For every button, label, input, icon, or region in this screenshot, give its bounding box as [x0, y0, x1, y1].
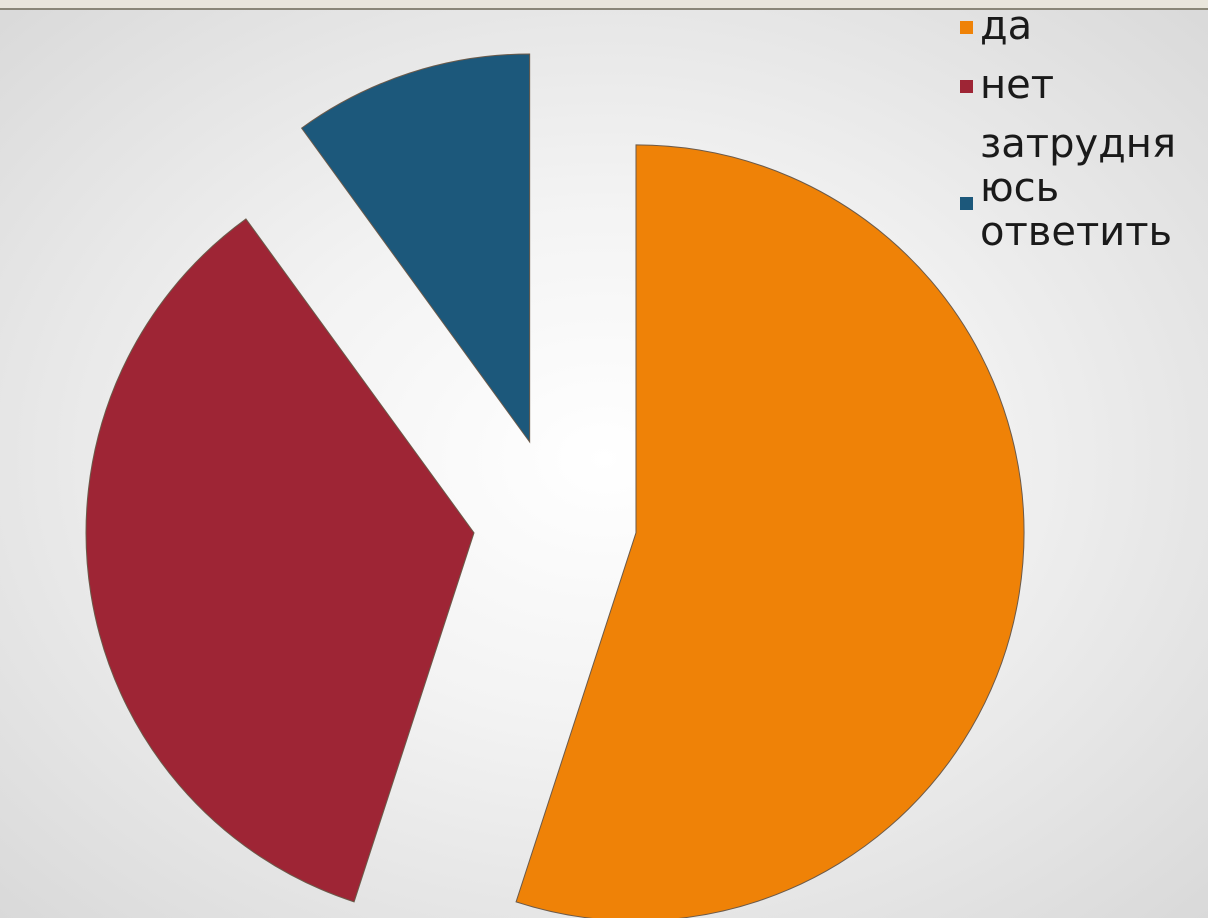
legend-swatch-zatrudnyayus — [960, 197, 973, 210]
pie-slice-da — [515, 144, 1025, 918]
legend-label-zatrudnyayus: затрудня юсь ответить — [980, 121, 1177, 255]
legend-item-zatrudnyayus: затрудня юсь ответить — [958, 122, 1208, 254]
legend-swatch-net — [960, 80, 973, 93]
legend-item-net: нет — [958, 63, 1208, 107]
legend-item-da: да — [958, 4, 1208, 48]
chart-legend: да нет затрудня юсь ответить — [958, 4, 1208, 269]
window-top-bar — [0, 0, 1208, 10]
pie-slice-net — [85, 218, 475, 903]
legend-swatch-da — [960, 21, 973, 34]
pie-slice-zatrudnyayus — [300, 53, 531, 444]
legend-label-net: нет — [980, 62, 1055, 108]
legend-label-da: да — [980, 3, 1033, 49]
